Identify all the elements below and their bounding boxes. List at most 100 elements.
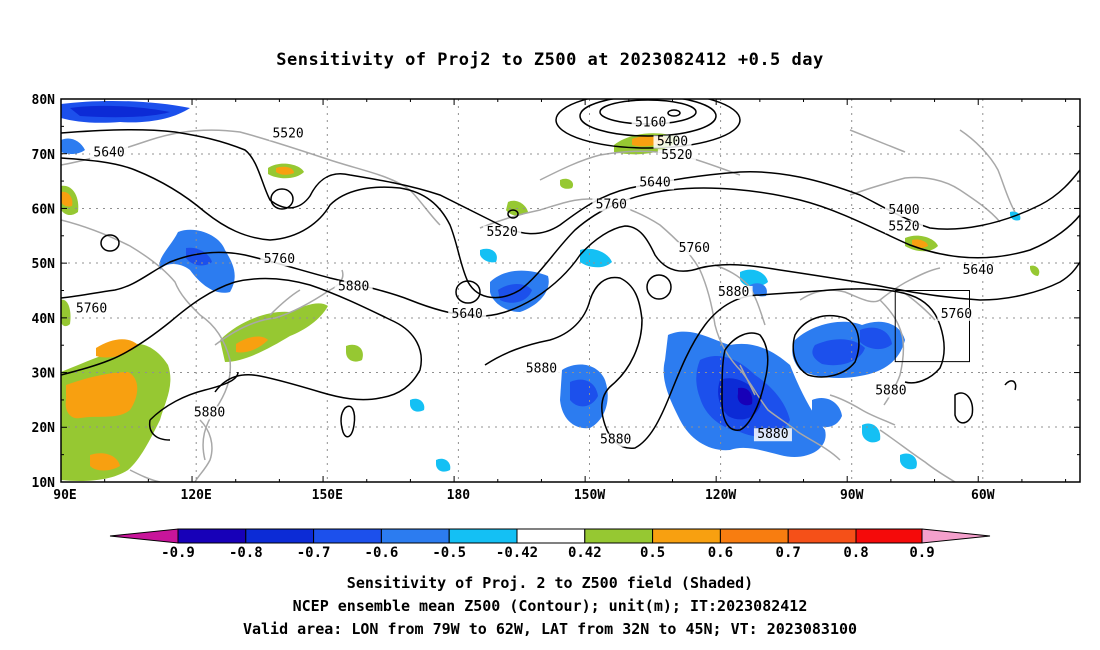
colorbar-high-triangle <box>921 528 991 544</box>
contour-label: 5520 <box>486 225 517 240</box>
colorbar-label: -0.9 <box>161 545 195 561</box>
contour-label: 5160 <box>635 115 666 130</box>
contour-label-background <box>884 203 923 217</box>
contour-label-background <box>714 285 753 299</box>
colorbar-swatch <box>787 528 857 544</box>
colorbar-swatch <box>448 528 518 544</box>
latitude-labels: 80N 70N 60N 50N 40N 30N 20N 10N <box>32 93 56 491</box>
contour-label-background <box>72 302 111 316</box>
colorbar-label: -0.8 <box>229 545 263 561</box>
colorbar-label: -0.5 <box>432 545 466 561</box>
contour-label-background <box>959 264 998 278</box>
lat-label: 50N <box>32 257 56 272</box>
caption-line-contour: NCEP ensemble mean Z500 (Contour); unit(… <box>292 597 808 615</box>
lon-label: 90E <box>53 488 76 503</box>
caption: Sensitivity of Proj. 2 to Z500 field (Sh… <box>0 572 1100 641</box>
colorbar-swatch <box>719 528 789 544</box>
contour-label-background <box>448 307 487 321</box>
contour-label-background <box>260 253 299 267</box>
colorbar-swatch <box>584 528 654 544</box>
contour-label: 5760 <box>941 307 972 322</box>
colorbar-label: 0.5 <box>640 545 665 561</box>
lon-label: 150E <box>312 488 343 503</box>
contour-label: 5880 <box>600 433 631 448</box>
contour-labels: 5520564051605400552056405760576055205400… <box>72 115 998 448</box>
lat-label: 30N <box>32 367 56 382</box>
contour-label: 5880 <box>718 285 749 300</box>
contour-label: 5880 <box>338 280 369 295</box>
contour-label: 5400 <box>888 203 919 218</box>
colorbar-swatch <box>516 528 586 544</box>
contour-label: 5640 <box>93 145 124 160</box>
lon-label: 90W <box>840 488 864 503</box>
contour-label: 5640 <box>452 307 483 322</box>
caption-line-shading: Sensitivity of Proj. 2 to Z500 field (Sh… <box>346 574 754 592</box>
contour-label-background <box>636 176 675 190</box>
lon-label: 120W <box>705 488 736 503</box>
contour-label-background <box>631 116 670 130</box>
contour-label: 5760 <box>76 301 107 316</box>
colorbar-label: -0.6 <box>365 545 399 561</box>
sensitivity-shading <box>61 100 1040 481</box>
contour-label: 5760 <box>596 197 627 212</box>
lon-label: 180 <box>447 488 471 503</box>
contour-label: 5520 <box>888 219 919 234</box>
colorbar-label: 0.9 <box>909 545 934 561</box>
contour-label-background <box>483 225 522 239</box>
colorbar-label: 0.6 <box>708 545 733 561</box>
contour-label-background <box>522 362 561 376</box>
contour-label-background <box>675 242 714 256</box>
lat-label: 20N <box>32 421 56 436</box>
colorbar-label: 0.8 <box>843 545 868 561</box>
map-grid <box>61 99 1080 482</box>
colorbar-label: -0.7 <box>297 545 331 561</box>
colorbar-label: 0.7 <box>776 545 801 561</box>
colorbar-swatch <box>380 528 450 544</box>
contour-label: 5400 <box>657 135 688 150</box>
contour-label-background <box>334 280 373 294</box>
contour-label-background <box>657 149 696 163</box>
contour-label: 5880 <box>757 427 788 442</box>
contour-label: 5880 <box>875 383 906 398</box>
colorbar-low-triangle <box>109 528 179 544</box>
lat-label: 40N <box>32 312 56 327</box>
contour-label-background <box>269 127 308 141</box>
contour-label-background <box>190 406 229 420</box>
lat-label: 70N <box>32 148 56 163</box>
contour-label: 5760 <box>264 252 295 267</box>
contour-label-background <box>884 220 923 234</box>
caption-line-valid-area: Valid area: LON from 79W to 62W, LAT fro… <box>242 620 858 638</box>
contour-label: 5640 <box>639 176 670 191</box>
colorbar-swatch <box>177 528 247 544</box>
contour-label-background <box>937 307 976 321</box>
contour-label: 5640 <box>963 263 994 278</box>
contour-label-background <box>596 433 635 447</box>
contour-label-background <box>653 135 692 149</box>
contour-label: 5880 <box>526 362 557 377</box>
contour-label: 5880 <box>194 405 225 420</box>
colorbar: -0.9 -0.8 -0.7 -0.6 -0.5 -0.42 0.42 0.5 … <box>109 528 991 561</box>
contour-label: 5760 <box>679 241 710 256</box>
colorbar-swatch <box>652 528 721 544</box>
lon-label: 150W <box>574 488 605 503</box>
lat-label: 10N <box>32 476 56 491</box>
contour-label: 5520 <box>272 126 303 141</box>
colorbar-swatch <box>855 528 923 544</box>
contour-label-background <box>592 198 631 212</box>
lon-label: 60W <box>971 488 995 503</box>
contour-label: 5520 <box>661 148 692 163</box>
lat-label: 80N <box>32 93 56 108</box>
axis-ticks <box>60 98 1080 483</box>
map-title: Sensitivity of Proj2 to Z500 at 20230824… <box>276 50 824 70</box>
longitude-labels: 90E 120E 150E 180 150W 120W 90W 60W <box>53 488 994 503</box>
colorbar-label: 0.42 <box>568 545 602 561</box>
colorbar-swatch <box>245 528 315 544</box>
contour-label-background <box>90 146 129 160</box>
colorbar-label: -0.42 <box>496 545 538 561</box>
contour-label-background <box>753 428 792 442</box>
contour-label-background <box>871 384 910 398</box>
lat-label: 60N <box>32 203 56 218</box>
lon-label: 120E <box>181 488 212 503</box>
colorbar-swatch <box>313 528 382 544</box>
